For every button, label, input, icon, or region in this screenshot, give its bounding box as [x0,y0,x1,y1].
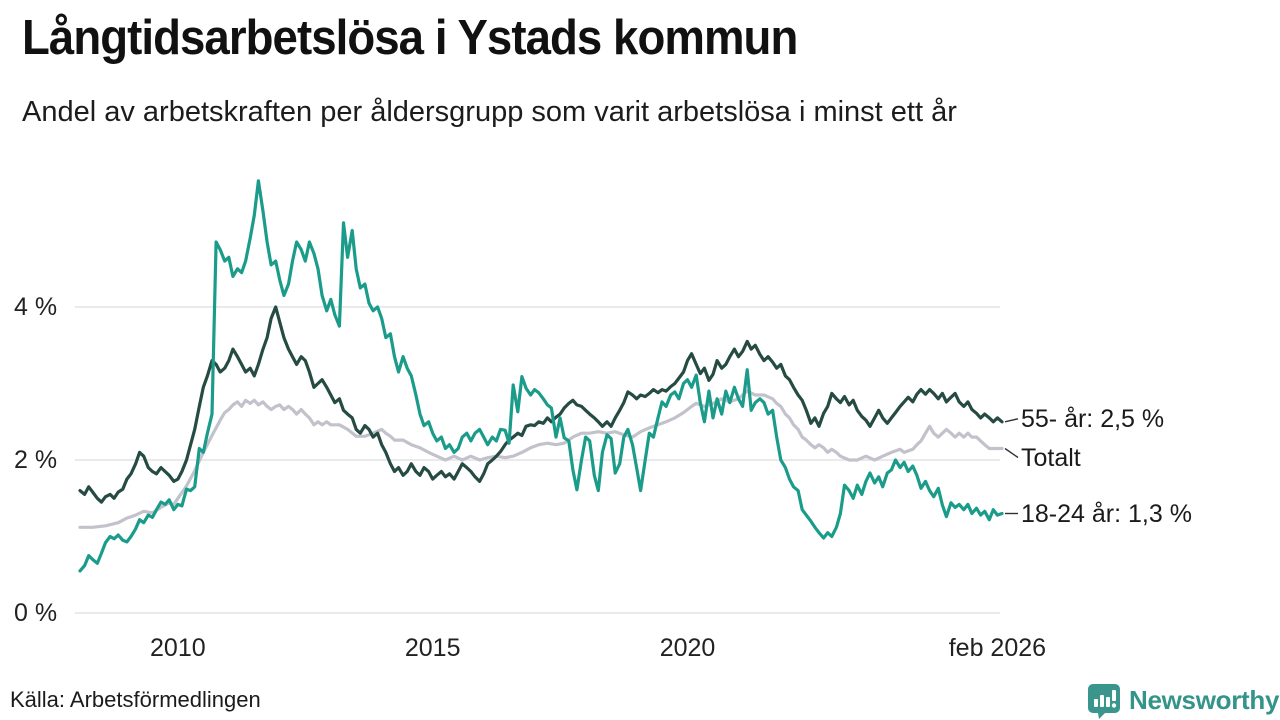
legend-connector-55 [1004,418,1019,423]
source-note: Källa: Arbetsförmedlingen [10,687,261,712]
y-axis-tick-4: 4 % [14,293,58,321]
y-axis-tick-2: 2 % [14,446,58,474]
x-axis-tick-2020: 2020 [659,634,716,662]
series-line-totalt [78,389,1004,529]
page-title: Långtidsarbetslösa i Ystads kommun [22,11,798,65]
series-line-55 [78,305,1004,504]
page-subtitle: Andel av arbetskraften per åldersgrupp s… [22,96,957,128]
newsworthy-logo: Newsworthy [1086,682,1279,719]
series-annotation-55: 55- år: 2,5 % [1021,404,1165,433]
x-axis-tick-feb-2026: feb 2026 [948,634,1047,662]
y-axis-tick-0: 0 % [14,599,58,627]
legend-connector-totalt [1004,447,1019,459]
newsworthy-icon [1088,684,1120,719]
x-axis-tick-2010: 2010 [150,634,206,662]
x-axis-tick-2015: 2015 [404,634,461,662]
series-annotation-totalt: Totalt [1021,443,1081,472]
series-annotation-1824: 18-24 år: 1,3 % [1021,499,1192,528]
newsworthy-wordmark: Newsworthy [1129,685,1280,715]
series-line-1824 [78,179,1004,573]
